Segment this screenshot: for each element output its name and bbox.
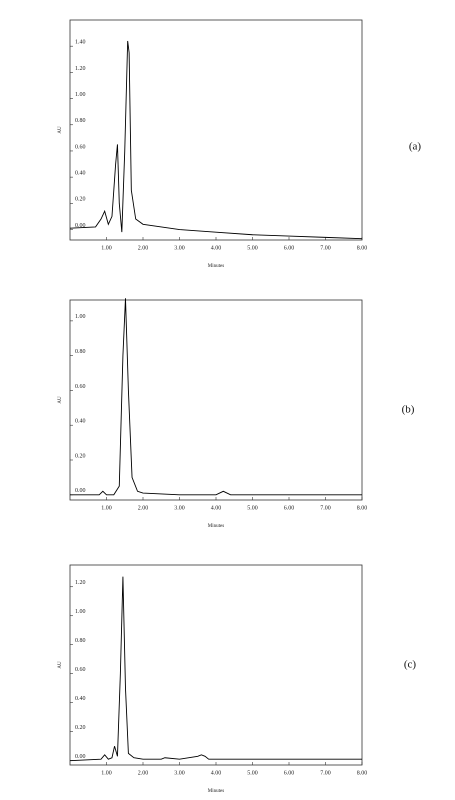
x-tick-label: 6.00 xyxy=(284,770,295,776)
y-tick-label: 0.60 xyxy=(75,667,86,673)
x-axis-title: Minutes xyxy=(208,524,224,529)
y-tick-label: 0.80 xyxy=(75,118,86,124)
y-tick-label: 0.20 xyxy=(75,453,86,459)
x-tick-label: 4.00 xyxy=(211,770,222,776)
y-tick-label: 1.40 xyxy=(75,40,86,46)
x-tick-label: 1.00 xyxy=(101,770,112,776)
x-tick-label: 8.00 xyxy=(357,245,368,251)
chromatogram-trace xyxy=(70,298,362,496)
x-tick-label: 3.00 xyxy=(174,245,185,251)
x-tick-label: 8.00 xyxy=(357,505,368,511)
panel-label: (c) xyxy=(404,659,417,671)
x-tick-label: 7.00 xyxy=(320,770,331,776)
y-tick-label: 0.60 xyxy=(75,384,86,390)
x-tick-label: 3.00 xyxy=(174,770,185,776)
panel-label: (b) xyxy=(402,404,415,416)
x-tick-label: 8.00 xyxy=(357,770,368,776)
y-tick-label: 0.00 xyxy=(75,488,86,494)
y-tick-label: 0.80 xyxy=(75,638,86,644)
y-axis-title: AU xyxy=(58,661,63,669)
x-tick-label: 6.00 xyxy=(284,505,295,511)
y-tick-label: 0.00 xyxy=(75,754,86,760)
y-tick-label: 1.20 xyxy=(75,66,86,72)
plot-frame xyxy=(69,19,363,241)
x-tick-label: 2.00 xyxy=(138,770,149,776)
chromatogram-trace xyxy=(69,576,362,762)
x-tick-label: 4.00 xyxy=(211,245,222,251)
x-axis-title: Minutes xyxy=(208,264,224,269)
y-axis-title: AU xyxy=(58,396,63,404)
x-tick-label: 2.00 xyxy=(138,505,149,511)
panel-label: (a) xyxy=(409,141,422,153)
y-tick-label: 1.00 xyxy=(75,609,86,615)
x-axis-title: Minutes xyxy=(208,789,224,794)
x-tick-label: 6.00 xyxy=(284,245,295,251)
y-tick-label: 0.60 xyxy=(75,144,86,150)
x-tick-label: 5.00 xyxy=(247,245,258,251)
y-tick-label: 1.20 xyxy=(75,580,86,586)
y-tick-label: 0.20 xyxy=(75,197,86,203)
x-tick-label: 7.00 xyxy=(320,245,331,251)
y-tick-label: 1.00 xyxy=(75,314,86,320)
x-tick-label: 2.00 xyxy=(138,245,149,251)
x-tick-label: 1.00 xyxy=(101,245,112,251)
x-tick-label: 4.00 xyxy=(211,505,222,511)
x-tick-label: 1.00 xyxy=(101,505,112,511)
plot-frame xyxy=(69,299,363,501)
x-tick-label: 5.00 xyxy=(247,770,258,776)
chromatogram-trace xyxy=(69,40,363,240)
x-tick-label: 3.00 xyxy=(174,505,185,511)
y-tick-label: 0.40 xyxy=(75,696,86,702)
plot-frame xyxy=(69,564,363,766)
y-tick-label: 0.40 xyxy=(75,419,86,425)
y-tick-label: 0.00 xyxy=(75,223,86,229)
x-tick-label: 7.00 xyxy=(320,505,331,511)
y-tick-label: 0.80 xyxy=(75,349,86,355)
y-tick-label: 0.40 xyxy=(75,171,86,177)
x-tick-label: 5.00 xyxy=(247,505,258,511)
y-tick-label: 0.20 xyxy=(75,725,86,731)
y-tick-label: 1.00 xyxy=(75,92,86,98)
y-axis-title: AU xyxy=(58,126,63,134)
